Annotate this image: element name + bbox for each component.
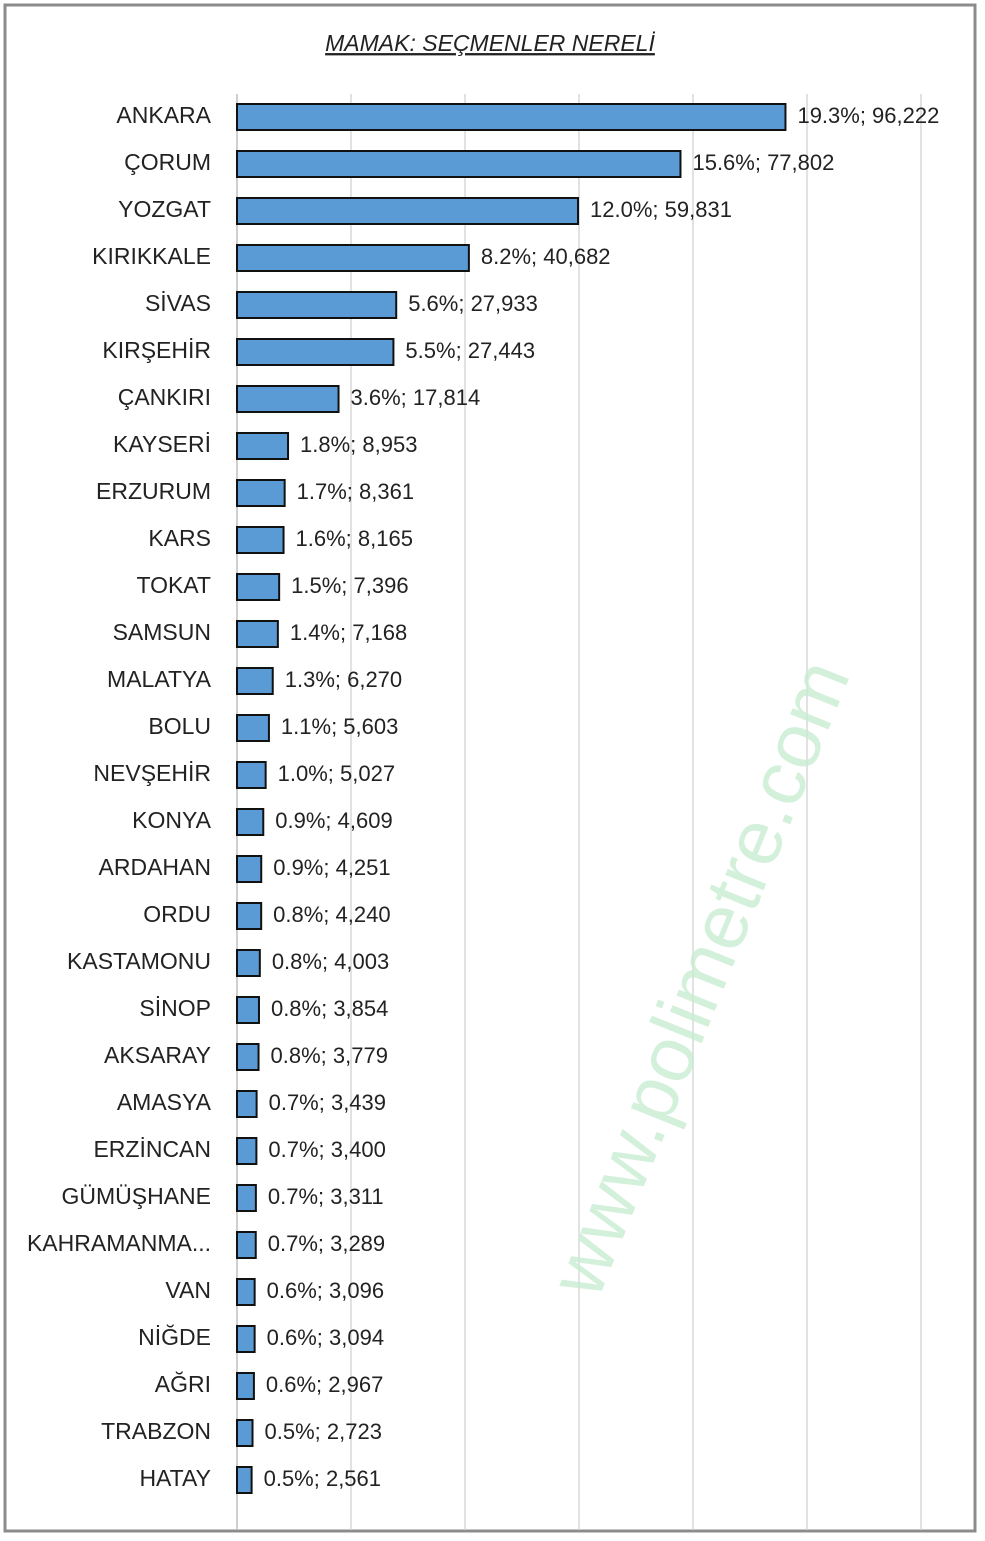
bar <box>236 1090 258 1118</box>
data-label: 1.7%; 8,361 <box>297 479 414 504</box>
y-tick-label: KIRŞEHİR <box>102 337 211 363</box>
data-label: 1.6%; 8,165 <box>296 526 413 551</box>
data-label: 5.5%; 27,443 <box>405 338 535 363</box>
bar <box>236 338 395 366</box>
bar <box>236 103 787 131</box>
y-tick-label: KASTAMONU <box>67 948 211 974</box>
data-label: 19.3%; 96,222 <box>797 103 939 128</box>
data-label: 0.5%; 2,561 <box>264 1466 381 1491</box>
y-tick-label: KONYA <box>132 807 211 833</box>
y-tick-label: ERZİNCAN <box>93 1136 211 1162</box>
y-tick-label: HATAY <box>139 1465 211 1491</box>
bar <box>236 385 340 413</box>
bar <box>236 1372 255 1400</box>
bar <box>236 761 267 789</box>
y-tick-label: AKSARAY <box>104 1042 211 1068</box>
data-label: 1.4%; 7,168 <box>290 620 407 645</box>
y-tick-label: KAYSERİ <box>113 431 211 457</box>
bar <box>236 855 263 883</box>
bar <box>236 1231 257 1259</box>
data-label: 0.7%; 3,400 <box>268 1137 385 1162</box>
chart-title: MAMAK: SEÇMENLER NERELİ <box>325 30 655 56</box>
y-tick-label: TOKAT <box>136 572 211 598</box>
bar <box>236 573 281 601</box>
bar <box>236 244 470 272</box>
data-label: 0.7%; 3,311 <box>268 1184 384 1209</box>
bar <box>236 1325 256 1353</box>
data-label: 0.8%; 3,779 <box>271 1043 388 1068</box>
y-tick-label: NEVŞEHİR <box>93 760 211 786</box>
bar <box>236 291 398 319</box>
data-label: 8.2%; 40,682 <box>481 244 611 269</box>
bar <box>236 620 279 648</box>
y-tick-label: TRABZON <box>101 1418 211 1444</box>
bar <box>236 526 285 554</box>
y-tick-label: ERZURUM <box>96 478 211 504</box>
bar <box>236 1184 257 1212</box>
y-tick-label: YOZGAT <box>118 196 211 222</box>
bar <box>236 902 263 930</box>
data-label: 15.6%; 77,802 <box>692 150 834 175</box>
y-tick-label: GÜMÜŞHANE <box>61 1183 211 1209</box>
y-tick-label: ÇANKIRI <box>118 384 211 410</box>
data-label: 0.7%; 3,289 <box>268 1231 385 1256</box>
y-tick-label: MALATYA <box>107 666 212 692</box>
y-tick-label: AĞRI <box>155 1371 211 1397</box>
y-tick-label: ANKARA <box>116 102 211 128</box>
y-tick-label: SİNOP <box>139 995 211 1021</box>
data-label: 3.6%; 17,814 <box>351 385 481 410</box>
data-label: 0.8%; 4,240 <box>273 902 390 927</box>
data-label: 0.5%; 2,723 <box>265 1419 382 1444</box>
data-label: 1.5%; 7,396 <box>291 573 408 598</box>
data-label: 0.9%; 4,251 <box>273 855 390 880</box>
data-label: 1.1%; 5,603 <box>281 714 398 739</box>
bar <box>236 1419 254 1447</box>
bar <box>236 1043 260 1071</box>
data-label: 0.6%; 2,967 <box>266 1372 383 1397</box>
data-label: 0.6%; 3,094 <box>267 1325 384 1350</box>
bar <box>236 197 580 225</box>
bar <box>236 1278 256 1306</box>
data-label: 0.6%; 3,096 <box>267 1278 384 1303</box>
y-tick-label: ORDU <box>143 901 211 927</box>
bar <box>236 432 290 460</box>
y-tick-label: SİVAS <box>145 290 211 316</box>
y-tick-label: ARDAHAN <box>99 854 211 880</box>
bar <box>236 808 265 836</box>
bar <box>236 1137 258 1165</box>
data-label: 12.0%; 59,831 <box>590 197 732 222</box>
y-tick-label: KARS <box>148 525 211 551</box>
y-tick-label: KIRIKKALE <box>92 243 211 269</box>
data-label: 5.6%; 27,933 <box>408 291 538 316</box>
data-label: 1.3%; 6,270 <box>285 667 402 692</box>
bar <box>236 949 261 977</box>
bar <box>236 667 274 695</box>
data-label: 0.9%; 4,609 <box>275 808 392 833</box>
bar <box>236 479 286 507</box>
y-tick-label: KAHRAMANMA... <box>27 1230 211 1256</box>
data-label: 1.0%; 5,027 <box>278 761 395 786</box>
bar <box>236 996 260 1024</box>
bar <box>236 1466 253 1494</box>
y-tick-label: VAN <box>165 1277 211 1303</box>
y-tick-label: ÇORUM <box>124 149 211 175</box>
y-tick-label: BOLU <box>148 713 211 739</box>
bar <box>236 150 682 178</box>
y-tick-label: NİĞDE <box>138 1324 211 1350</box>
bar <box>236 714 270 742</box>
y-tick-label: AMASYA <box>117 1089 212 1115</box>
data-label: 1.8%; 8,953 <box>300 432 417 457</box>
y-tick-label: SAMSUN <box>113 619 211 645</box>
frame <box>3 3 977 1533</box>
data-label: 0.8%; 3,854 <box>271 996 388 1021</box>
data-label: 0.7%; 3,439 <box>269 1090 386 1115</box>
data-label: 0.8%; 4,003 <box>272 949 389 974</box>
